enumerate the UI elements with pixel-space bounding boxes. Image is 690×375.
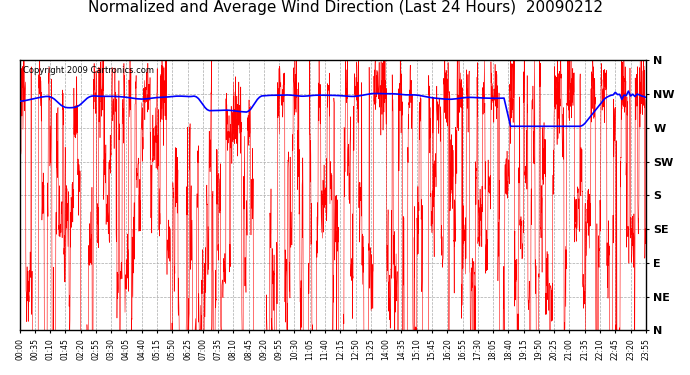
Text: Normalized and Average Wind Direction (Last 24 Hours)  20090212: Normalized and Average Wind Direction (L… xyxy=(88,0,602,15)
Text: Copyright 2009 Cartronics.com: Copyright 2009 Cartronics.com xyxy=(23,66,154,75)
